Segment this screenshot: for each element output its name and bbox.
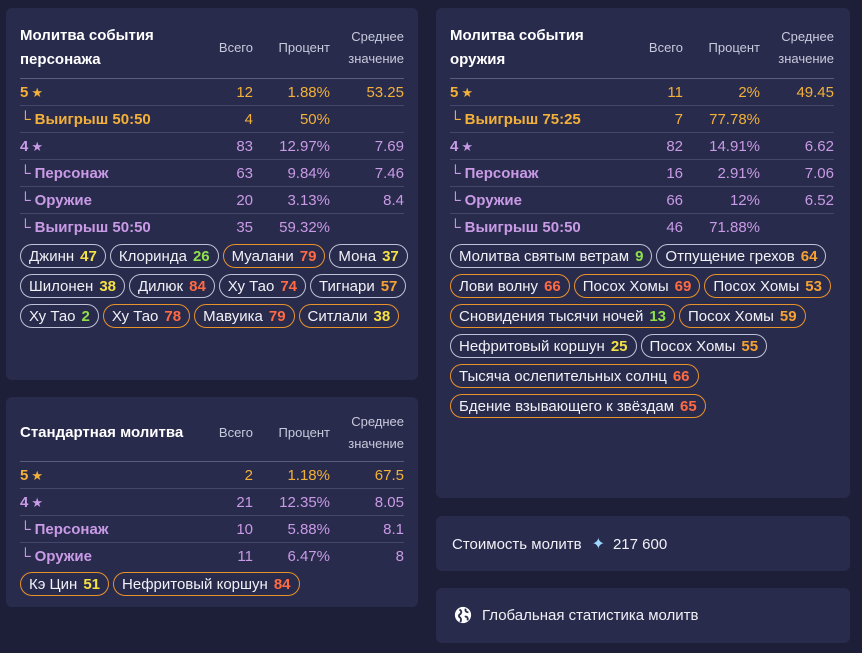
table-row: 4 ★ 21 12.35% 8.05: [20, 488, 404, 516]
pull-chip[interactable]: Отпущение грехов 64: [656, 244, 827, 268]
star-icon: ★: [461, 138, 473, 154]
pull-chip[interactable]: Лови волну 66: [450, 274, 570, 298]
pull-chip[interactable]: Нефритовый коршун 84: [113, 572, 300, 596]
pull-chip[interactable]: Тысяча ослепительных солнц 66: [450, 364, 699, 388]
pull-chip[interactable]: Сновидения тысячи ночей 13: [450, 304, 676, 328]
table-row: 4 ★ 82 14.91% 6.62: [450, 132, 834, 160]
weapon-banner-panel: Молитва события оружия Всего Процент Сре…: [436, 8, 850, 498]
pull-chip[interactable]: Мавуика 79: [194, 304, 295, 328]
pull-cost-value: 217 600: [612, 535, 668, 553]
star-icon: ★: [31, 467, 43, 483]
table-row: └ Персонаж 10 5.88% 8.1: [20, 515, 404, 543]
table-row: └ Оружие 11 6.47% 8: [20, 542, 404, 570]
corner-icon: └: [20, 547, 31, 565]
table-row: 5 ★ 12 1.88% 53.25: [20, 78, 404, 106]
pull-chip[interactable]: Ху Тао 74: [218, 274, 307, 298]
table-row: 5 ★ 11 2% 49.45: [450, 78, 834, 106]
corner-icon: └: [450, 191, 461, 209]
standard-banner-title: Стандартная молитва: [20, 424, 184, 441]
star-icon: ★: [31, 84, 43, 100]
table-row: 5 ★ 2 1.18% 67.5: [20, 461, 404, 489]
average-header: Среднее значение: [348, 414, 404, 451]
star-icon: ★: [31, 138, 43, 154]
table-row: └ Выигрыш 50:50 35 59.32%: [20, 213, 404, 241]
pull-cost-panel: Стоимость молитв ✦ 217 600: [436, 516, 850, 571]
pull-chip[interactable]: Ху Тао 2: [20, 304, 99, 328]
total-header: Всего: [218, 40, 253, 55]
pull-cost-label: Стоимость молитв: [452, 535, 582, 553]
corner-icon: └: [450, 218, 461, 236]
global-stats-label: Глобальная статистика молитв: [482, 606, 699, 624]
pull-chip[interactable]: Клоринда 26: [109, 244, 219, 268]
standard-pull-chips: Кэ Цин 51 Нефритовый коршун 84: [20, 572, 410, 596]
pull-chip[interactable]: Посох Хомы 55: [640, 334, 768, 358]
corner-icon: └: [450, 110, 461, 128]
percent-header: Процент: [708, 40, 760, 55]
pull-chip[interactable]: Тигнари 57: [310, 274, 407, 298]
standard-banner-table: Стандартная молитва Всего Процент Средне…: [20, 411, 404, 570]
average-header: Среднее значение: [348, 29, 404, 66]
weapon-banner-table: Молитва события оружия Всего Процент Сре…: [450, 24, 834, 241]
pull-chip[interactable]: Шилонен 38: [20, 274, 125, 298]
pull-chip[interactable]: Нефритовый коршун 25: [450, 334, 637, 358]
standard-banner-panel: Стандартная молитва Всего Процент Средне…: [6, 397, 418, 607]
pull-chip[interactable]: Посох Хомы 69: [573, 274, 701, 298]
table-row: └ Выигрыш 50:50 46 71.88%: [450, 213, 834, 241]
total-header: Всего: [218, 425, 253, 440]
pull-chip[interactable]: Посох Хомы 53: [704, 274, 831, 298]
pull-chip[interactable]: Мона 37: [329, 244, 408, 268]
character-banner-table: Молитва события персонажа Всего Процент …: [20, 24, 404, 241]
character-pull-chips: Джинн 47 Клоринда 26 Муалани 79 Мона 37 Шило…: [20, 244, 410, 328]
table-row: └ Персонаж 16 2.91% 7.06: [450, 159, 834, 187]
percent-header: Процент: [278, 40, 330, 55]
pull-chip[interactable]: Ситлали 38: [298, 304, 400, 328]
corner-icon: └: [20, 164, 31, 182]
star-icon: ★: [461, 84, 473, 100]
weapon-pull-chips: Молитва святым ветрам 9 Отпущение грехов 6…: [450, 244, 842, 418]
table-row: └ Оружие 66 12% 6.52: [450, 186, 834, 214]
pull-chip[interactable]: Джинн 47: [20, 244, 106, 268]
corner-icon: └: [450, 164, 461, 182]
character-banner-panel: Молитва события персонажа Всего Процент …: [6, 8, 418, 380]
pull-chip[interactable]: Ху Тао 78: [102, 304, 191, 328]
pull-chip[interactable]: Молитва святым ветрам 9: [450, 244, 653, 268]
corner-icon: └: [20, 110, 31, 128]
global-stats-button[interactable]: Глобальная статистика молитв: [436, 588, 850, 643]
pull-chip[interactable]: Кэ Цин 51: [20, 572, 110, 596]
table-row: └ Выигрыш 50:50 4 50%: [20, 105, 404, 133]
pull-chip[interactable]: Муалани 79: [222, 244, 326, 268]
average-header: Среднее значение: [778, 29, 834, 66]
primogem-icon: ✦: [591, 536, 605, 553]
total-header: Всего: [648, 40, 683, 55]
percent-header: Процент: [278, 425, 330, 440]
table-row: └ Персонаж 63 9.84% 7.46: [20, 159, 404, 187]
pull-chip[interactable]: Посох Хомы 59: [679, 304, 806, 328]
corner-icon: └: [20, 191, 31, 209]
star-icon: ★: [31, 494, 43, 510]
character-banner-title: Молитва события персонажа: [20, 27, 154, 68]
globe-icon: [454, 606, 472, 624]
pull-chip[interactable]: Дилюк 84: [129, 274, 215, 298]
corner-icon: └: [20, 520, 31, 538]
table-row: └ Выигрыш 75:25 7 77.78%: [450, 105, 834, 133]
table-row: └ Оружие 20 3.13% 8.4: [20, 186, 404, 214]
corner-icon: └: [20, 218, 31, 236]
weapon-banner-title: Молитва события оружия: [450, 27, 584, 68]
pull-chip[interactable]: Бдение взывающего к звёздам 65: [450, 394, 706, 418]
table-row: 4 ★ 83 12.97% 7.69: [20, 132, 404, 160]
